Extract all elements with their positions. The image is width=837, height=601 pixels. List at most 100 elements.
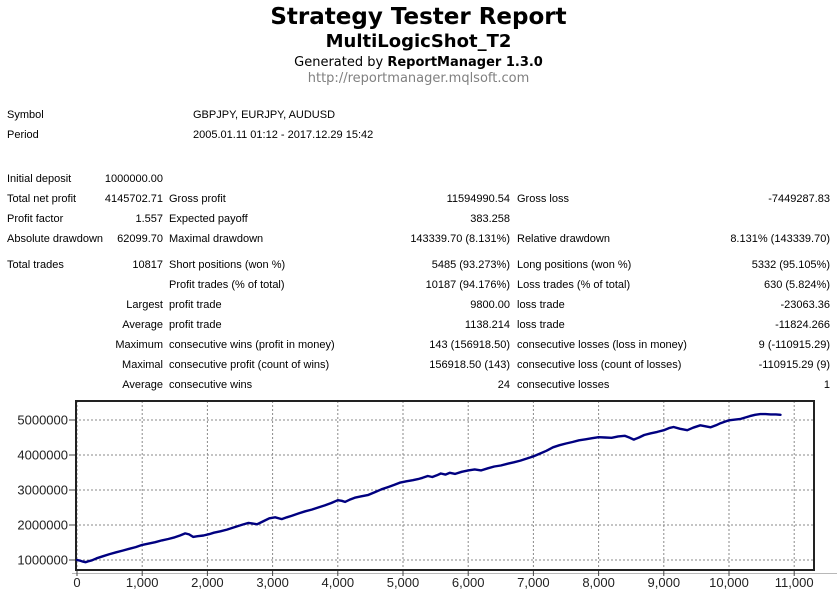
stat-value: 8.131% (143339.70) [730,233,830,245]
stat-row: Maximal consecutive profit (count of wins… [7,355,831,375]
balance-chart-svg: 1000000 2000000 3000000 4000000 5000000 0 1,00… [17,400,837,591]
stat-row: Profit factor 1.557 Expected payoff 383.258 [7,209,831,229]
stat-value: Maximal [122,359,163,371]
stat-value: 24 [497,379,510,391]
stat-row: Maximum consecutive wins (profit in money… [7,335,831,355]
stat-label [7,295,101,315]
stat-label [163,169,364,189]
stat-label [510,209,707,229]
x-tick-label: 0 [73,575,80,590]
stat-row: Total net profit 4145702.71 Gross profit 11… [7,189,831,209]
stat-label: consecutive wins [169,379,253,391]
x-tick-label: 9,000 [648,575,681,590]
stat-value: 143339.70 (8.131%) [410,233,510,245]
stat-value: 5485 (93.273%) [431,259,510,271]
stat-label: Expected payoff [169,213,248,225]
stat-label [7,275,101,295]
stat-label: consecutive losses (loss in money) [517,339,687,351]
generator-name: ReportManager 1.3.0 [387,55,543,70]
stat-label: Long positions (won %) [517,259,632,271]
y-tick-label: 5000000 [17,413,68,428]
stat-value: -110915.29 (9) [758,359,830,371]
x-tick-label: 2,000 [191,575,224,590]
stat-label: Maximal drawdown [169,233,264,245]
stat-value: -11824.266 [775,319,830,331]
y-tick-label: 1000000 [17,553,68,568]
info-row: Period 2005.01.11 01:12 - 2017.12.29 15:4… [7,125,831,145]
stat-label: Relative drawdown [517,233,610,245]
stat-value: Maximum [115,339,163,351]
stat-value: 630 (5.824%) [763,279,830,291]
stat-value: Largest [126,299,163,311]
stat-label: consecutive loss (count of losses) [517,359,682,371]
axis-labels: 1000000 2000000 3000000 4000000 5000000 0 1,00… [17,413,813,591]
generated-by-prefix: Generated by [294,55,388,70]
y-tick-label: 3000000 [17,483,68,498]
info-label: Period [7,129,39,141]
y-tick-label: 4000000 [17,448,68,463]
report-header: Strategy Tester Report MultiLogicShot_T2… [0,0,837,87]
info-value: GBPJPY, EURJPY, AUDUSD [193,109,336,121]
stat-row: Largest profit trade 9800.00 loss trade -230… [7,295,831,315]
stat-value: 1138.214 [464,319,510,331]
x-tick-label: 8,000 [582,575,615,590]
stat-value [101,275,163,295]
stat-row: Absolute drawdown 62099.70 Maximal drawdow… [7,229,831,249]
info-label: Symbol [7,109,44,121]
stat-row: Average consecutive wins 24 consecutive los… [7,375,831,395]
stat-value: 1 [823,379,830,391]
stat-row: Average profit trade 1138.214 loss trade -11… [7,315,831,335]
stat-value: 383.258 [470,213,510,225]
stat-label: Loss trades (% of total) [517,279,631,291]
stat-value: Average [122,319,163,331]
stat-row: Total trades 10817 Short positions (won %)… [7,255,831,275]
balance-chart: 1000000 2000000 3000000 4000000 5000000 0 1,00… [0,400,837,596]
stat-value: 9 (-110915.29) [758,339,830,351]
x-tick-label: 10,000 [709,575,749,590]
x-tick-label: 4,000 [322,575,355,590]
stat-label: Gross profit [169,193,226,205]
stat-label: loss trade [517,319,565,331]
x-tick-label: 6,000 [452,575,485,590]
stat-value: 62099.70 [117,233,163,245]
stat-value: Average [122,379,163,391]
stat-value: 1.557 [135,213,163,225]
stat-label: consecutive losses [517,379,610,391]
stat-value: 10187 (94.176%) [425,279,510,291]
stats-table: Symbol GBPJPY, EURJPY, AUDUSD Period 2005.0… [7,105,831,395]
x-tick-label: 3,000 [256,575,289,590]
stat-label: consecutive profit (count of wins) [169,359,330,371]
stat-value: 156918.50 (143) [429,359,510,371]
stat-label: consecutive wins (profit in money) [169,339,335,351]
stat-value: 143 (156918.50) [429,339,510,351]
stat-label: Profit factor [7,213,64,225]
stat-label: Initial deposit [7,173,72,185]
stat-value [707,209,830,229]
stat-value: 1000000.00 [104,173,163,185]
stat-label: Total net profit [7,193,77,205]
stat-value: 9800.00 [470,299,510,311]
report-title: Strategy Tester Report [270,4,567,30]
balance-line [75,412,782,564]
stat-label: Profit trades (% of total) [169,279,285,291]
stat-value: 11594990.54 [446,193,510,205]
axis-ticks [69,419,795,576]
stat-label: profit trade [169,319,222,331]
stat-value [707,169,830,189]
stat-row: Initial deposit 1000000.00 [7,169,831,189]
stat-value: -23063.36 [780,299,830,311]
strategy-name: MultiLogicShot_T2 [325,31,512,52]
stat-label [7,335,101,355]
stat-value [364,169,510,189]
x-tick-label: 11,000 [775,575,814,590]
x-tick-label: 1,000 [126,575,159,590]
stat-label [7,375,101,395]
generated-by-line: Generated by ReportManager 1.3.0 [0,54,837,71]
stat-value: 5332 (95.105%) [751,259,830,271]
stat-value: 10817 [132,259,163,271]
stat-label: Absolute drawdown [7,233,104,245]
x-tick-label: 7,000 [517,575,550,590]
info-value: 2005.01.11 01:12 - 2017.12.29 15:42 [193,129,374,141]
generator-url-link[interactable]: http://reportmanager.mqlsoft.com [307,71,530,86]
stat-value: -7449287.83 [768,193,830,205]
